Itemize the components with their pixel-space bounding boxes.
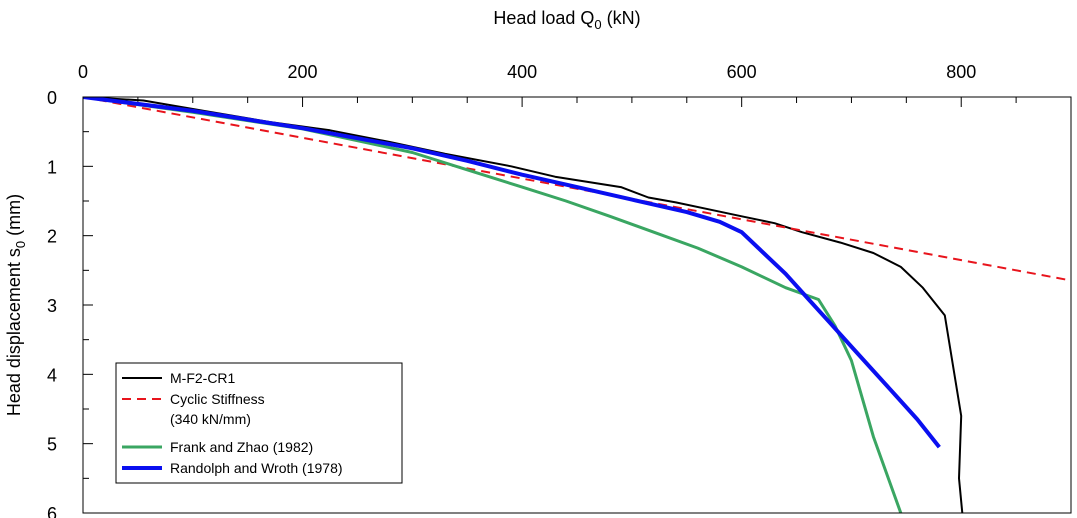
legend: M-F2-CR1 Cyclic Stiffness (340 kN/mm) Fr…: [115, 362, 403, 484]
y-tick-label: 2: [47, 227, 57, 247]
plot-frame: [82, 96, 1072, 514]
series-group: [83, 97, 1071, 513]
tick-group: 0 200 400 600 800 0 1 2 3 4 5 6: [47, 62, 1072, 518]
series-line-randolph-wroth: [83, 97, 941, 449]
y-tick-label: 1: [47, 157, 57, 177]
legend-box: [115, 362, 403, 484]
legend-label-m-f2-cr1: M-F2-CR1: [170, 370, 236, 386]
legend-label-cyclic-stiffness-line2: (340 kN/mm): [170, 411, 251, 427]
series-line-m-f2-cr1: [83, 97, 964, 513]
legend-label-randolph-wroth: Randolph and Wroth (1978): [170, 460, 343, 476]
y-tick-label: 5: [47, 435, 57, 455]
legend-label-cyclic-stiffness: Cyclic Stiffness: [170, 391, 265, 407]
y-tick-label: 0: [47, 88, 57, 108]
y-tick-label: 3: [47, 296, 57, 316]
x-tick-label: 400: [507, 62, 537, 82]
y-tick-label: 4: [47, 365, 57, 385]
y-tick-label: 6: [47, 504, 57, 518]
legend-label-frank-zhao: Frank and Zhao (1982): [170, 439, 313, 455]
x-axis-title: Head load Q0 (kN): [493, 8, 640, 32]
x-tick-label: 0: [78, 62, 88, 82]
x-tick-label: 600: [727, 62, 757, 82]
x-tick-label: 800: [946, 62, 976, 82]
x-tick-label: 200: [288, 62, 318, 82]
y-axis-title: Head displacement s0 (mm): [4, 194, 28, 416]
